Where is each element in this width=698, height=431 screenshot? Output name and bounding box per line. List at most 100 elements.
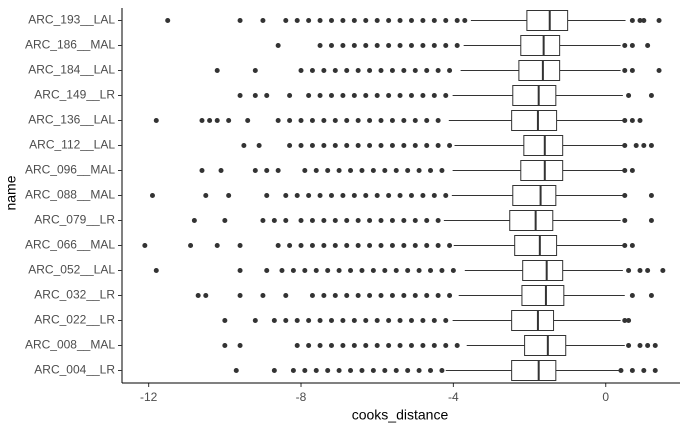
outlier xyxy=(340,193,346,198)
outlier xyxy=(207,118,213,123)
outlier xyxy=(275,118,281,123)
outlier xyxy=(652,343,658,348)
outlier xyxy=(374,18,380,23)
outlier xyxy=(313,368,319,373)
outlier xyxy=(351,343,357,348)
outlier xyxy=(386,18,392,23)
outlier xyxy=(637,268,643,273)
outlier xyxy=(622,193,628,198)
outlier xyxy=(260,293,266,298)
outlier xyxy=(393,168,399,173)
outlier xyxy=(306,18,312,23)
outlier xyxy=(447,243,453,248)
outlier xyxy=(256,143,262,148)
outlier xyxy=(328,18,334,23)
outlier xyxy=(355,293,361,298)
outlier xyxy=(309,218,315,223)
outlier xyxy=(454,43,460,48)
outlier xyxy=(275,243,281,248)
y-tick-label: ARC_186__MAL xyxy=(25,38,115,52)
y-tick-label: ARC_184__LAL xyxy=(28,63,115,77)
outlier xyxy=(435,218,441,223)
outlier xyxy=(226,193,232,198)
outlier xyxy=(260,218,266,223)
outlier xyxy=(309,118,315,123)
outlier xyxy=(401,293,407,298)
outlier xyxy=(408,318,414,323)
outlier xyxy=(294,343,300,348)
outlier xyxy=(355,243,361,248)
outlier xyxy=(397,43,403,48)
outlier xyxy=(420,43,426,48)
box xyxy=(524,335,567,356)
outlier xyxy=(363,343,369,348)
outlier xyxy=(629,168,635,173)
outlier xyxy=(226,118,232,123)
y-tick-label: ARC_052__LAL xyxy=(28,263,115,277)
outlier xyxy=(622,218,628,223)
outlier xyxy=(275,43,281,48)
outlier xyxy=(420,93,426,98)
outlier xyxy=(317,93,323,98)
outlier xyxy=(328,318,334,323)
outlier xyxy=(298,243,304,248)
outlier xyxy=(328,43,334,48)
outlier xyxy=(382,168,388,173)
outlier xyxy=(271,368,277,373)
outlier xyxy=(622,43,628,48)
outlier xyxy=(237,18,243,23)
outlier xyxy=(302,168,308,173)
outlier xyxy=(294,318,300,323)
outlier xyxy=(389,293,395,298)
outlier xyxy=(325,168,331,173)
outlier xyxy=(252,318,258,323)
outlier xyxy=(374,343,380,348)
outlier xyxy=(321,243,327,248)
outlier xyxy=(188,243,194,248)
outlier xyxy=(622,318,628,323)
outlier xyxy=(401,143,407,148)
x-tick-label: -4 xyxy=(448,390,459,404)
outlier xyxy=(264,168,270,173)
outlier xyxy=(344,143,350,148)
outlier xyxy=(652,368,658,373)
outlier xyxy=(389,118,395,123)
outlier xyxy=(412,243,418,248)
outlier xyxy=(370,268,376,273)
outlier xyxy=(408,93,414,98)
outlier xyxy=(648,143,654,148)
outlier xyxy=(283,218,289,223)
outlier xyxy=(622,68,628,73)
outlier xyxy=(450,268,456,273)
outlier xyxy=(401,118,407,123)
outlier xyxy=(382,368,388,373)
box xyxy=(514,235,558,256)
x-tick-label: 0 xyxy=(602,390,609,404)
outlier xyxy=(321,68,327,73)
outlier xyxy=(351,43,357,48)
outlier xyxy=(351,93,357,98)
outlier xyxy=(328,343,334,348)
outlier xyxy=(309,243,315,248)
outlier xyxy=(359,168,365,173)
outlier xyxy=(321,293,327,298)
y-tick-label: ARC_032__LR xyxy=(34,288,115,302)
outlier xyxy=(374,193,380,198)
outlier xyxy=(367,293,373,298)
outlier xyxy=(264,268,270,273)
outlier xyxy=(637,343,643,348)
y-tick-label: ARC_008__MAL xyxy=(25,338,115,352)
outlier xyxy=(313,268,319,273)
outlier xyxy=(340,93,346,98)
outlier xyxy=(420,18,426,23)
outlier xyxy=(439,168,445,173)
outlier xyxy=(629,368,635,373)
y-axis-title: name xyxy=(3,175,19,210)
outlier xyxy=(416,368,422,373)
outlier xyxy=(367,68,373,73)
box xyxy=(511,110,558,131)
outlier xyxy=(443,193,449,198)
outlier xyxy=(317,343,323,348)
outlier xyxy=(275,168,281,173)
outlier xyxy=(420,318,426,323)
